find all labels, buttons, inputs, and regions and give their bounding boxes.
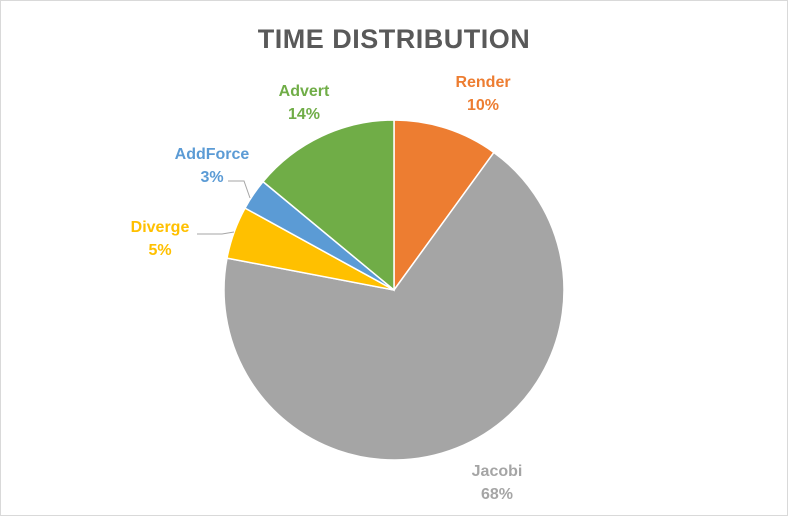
pie-slice-advert — [261, 119, 395, 292]
slice-percent-render: 10% — [467, 97, 499, 114]
leader-line-diverge — [197, 231, 235, 235]
slice-label-addforce: AddForce — [175, 146, 250, 163]
slice-label-diverge: Diverge — [131, 219, 190, 236]
slice-label-advert: Advert — [279, 83, 330, 100]
pie-slice-jacobi — [223, 151, 565, 461]
slice-percent-advert: 14% — [288, 106, 320, 123]
slice-label-jacobi: Jacobi — [472, 463, 523, 480]
slice-percent-diverge: 5% — [148, 242, 171, 259]
slice-percent-addforce: 3% — [200, 169, 223, 186]
slice-percent-jacobi: 68% — [481, 486, 513, 503]
slice-label-render: Render — [455, 74, 510, 91]
leader-line-addforce — [228, 180, 251, 199]
chart-title: TIME DISTRIBUTION — [257, 24, 531, 54]
pie-slice-render — [393, 119, 495, 293]
